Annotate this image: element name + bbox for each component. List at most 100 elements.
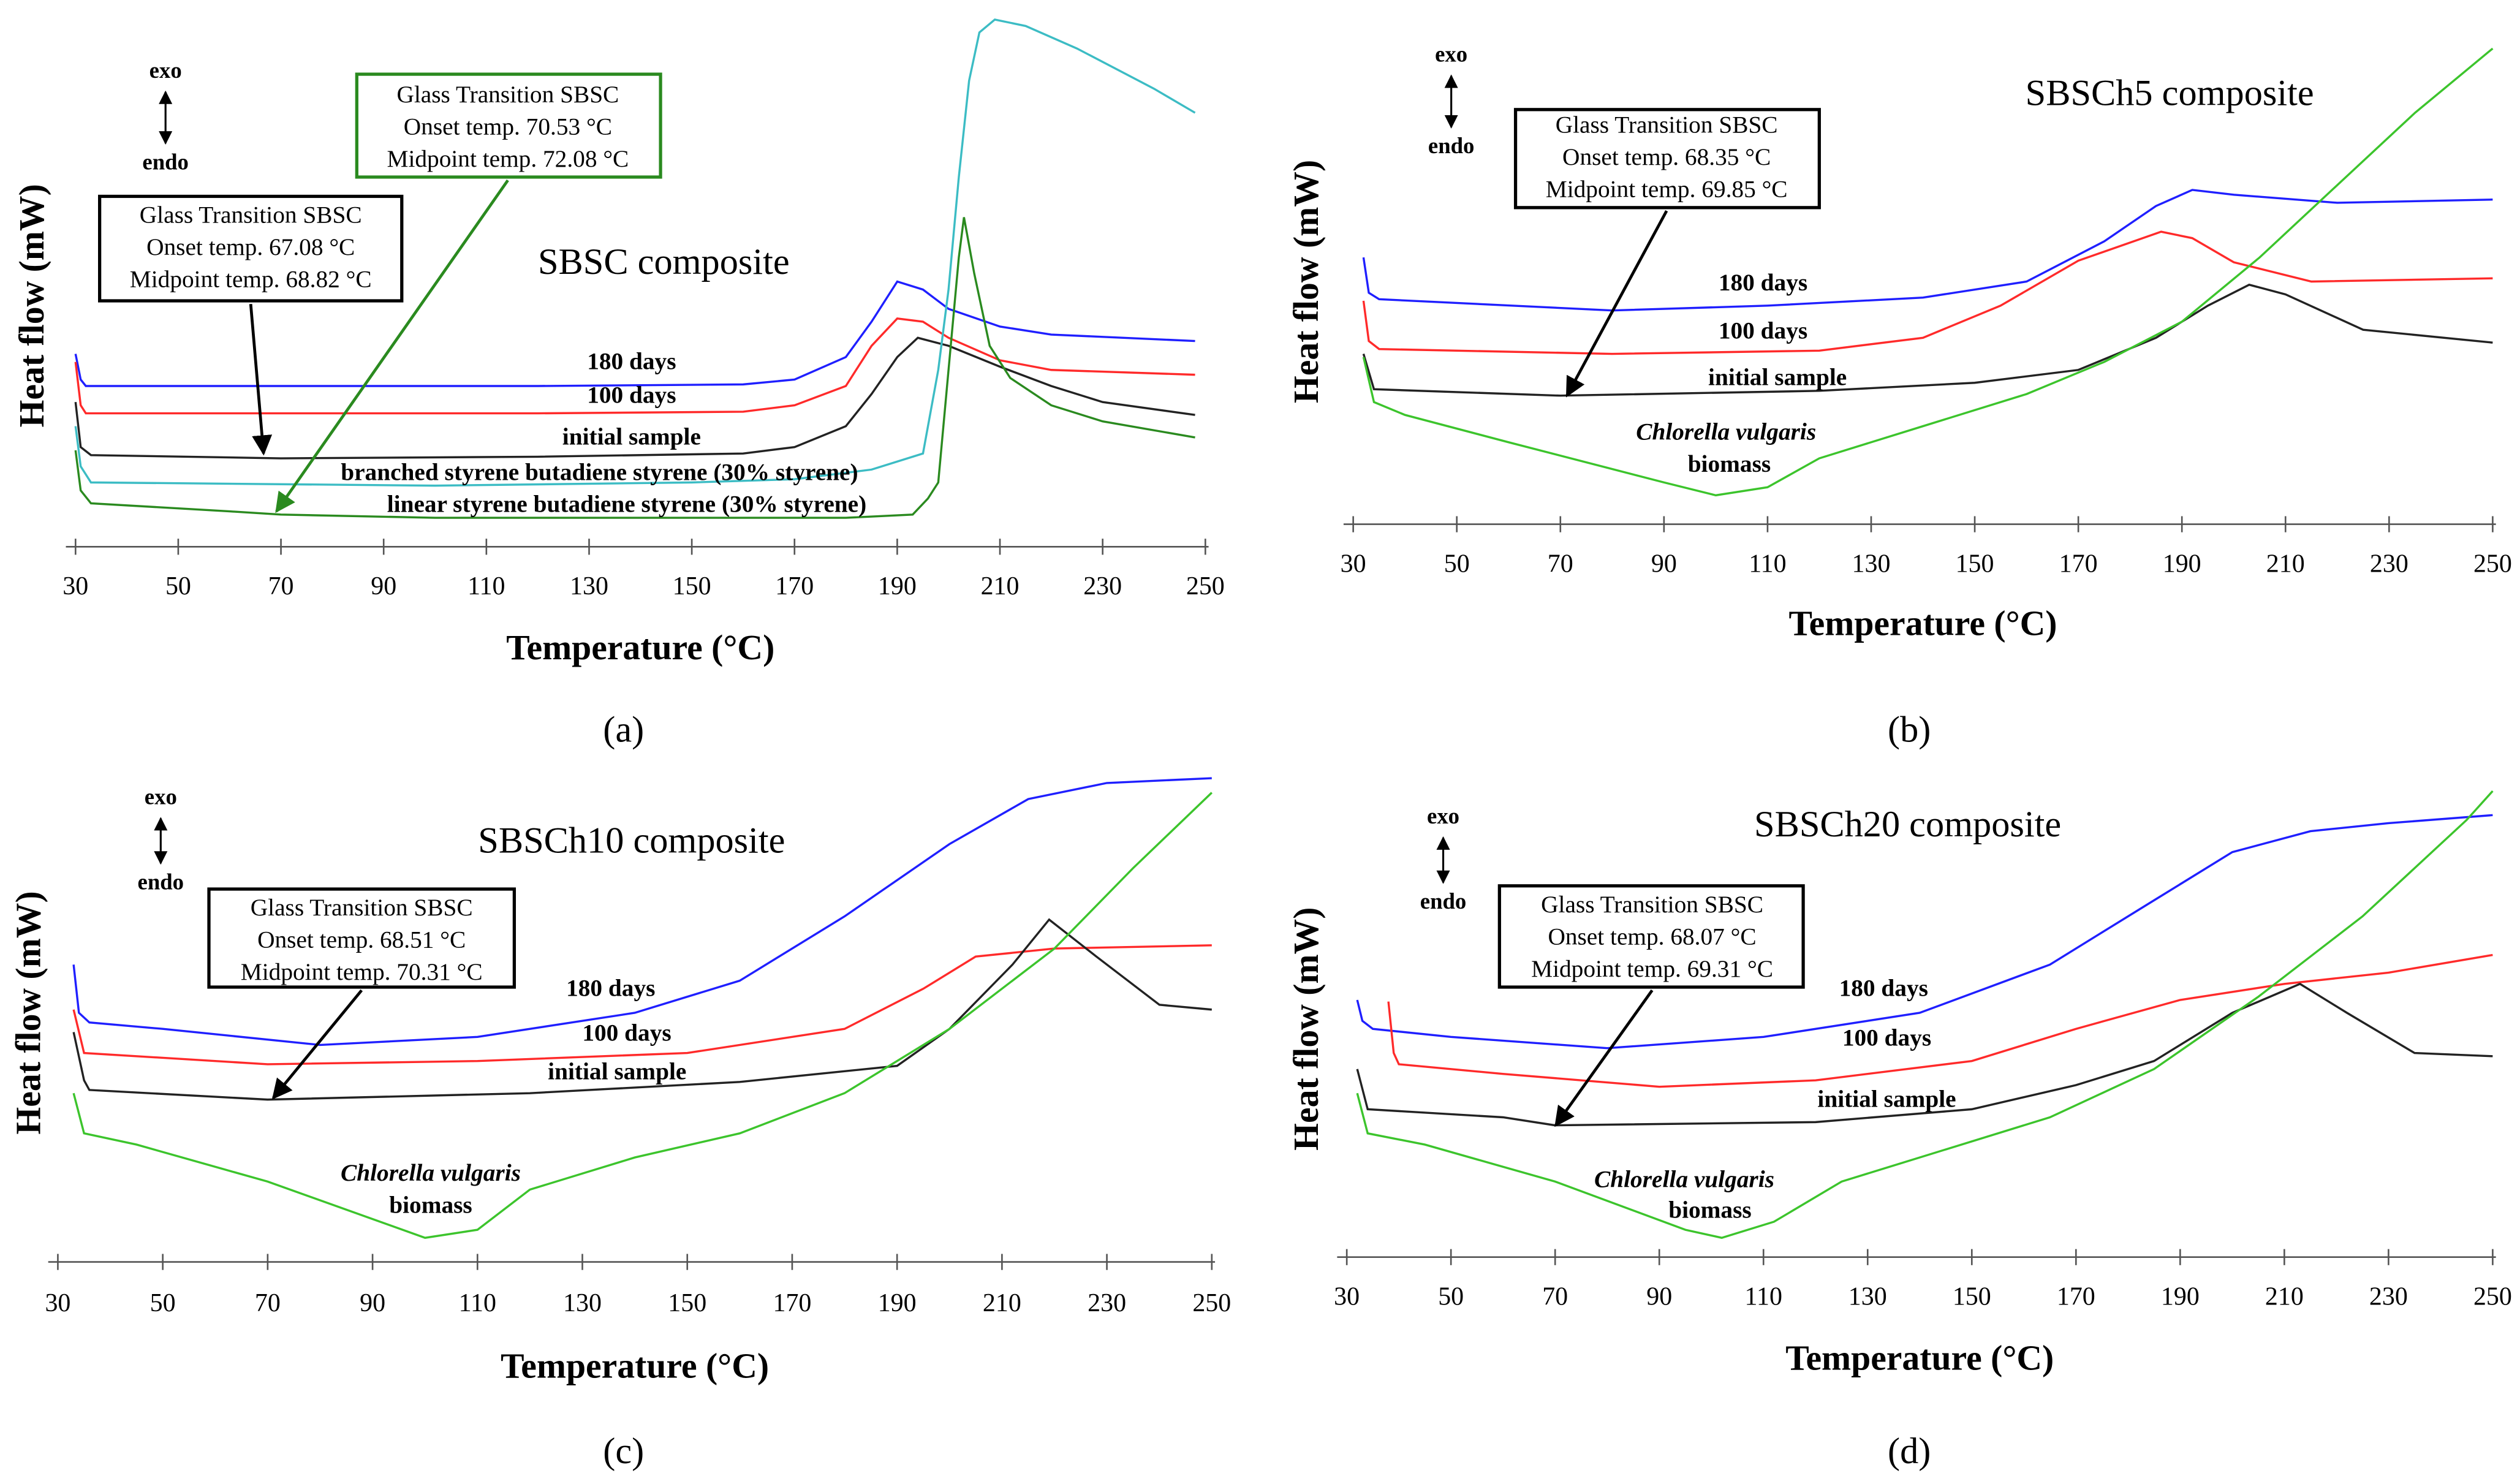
series-line [74,280,1195,387]
x-tick-label: 70 [1548,550,1573,578]
x-tick-label: 70 [268,572,294,600]
x-tick-label: 170 [773,1289,811,1317]
x-tick-label: 30 [62,572,88,600]
chart-title: SBSCh20 composite [1754,804,2061,845]
annotation-text: Glass Transition SBSC [251,894,473,921]
annotation-text: Onset temp. 68.35 °C [1562,143,1771,170]
series-label: biomass [1668,1196,1752,1223]
series-line [1362,47,2494,497]
series-label: 180 days [587,347,676,374]
annotation-text: Onset temp. 67.08 °C [146,233,355,260]
annotation-box [1513,108,1821,210]
series-line [74,217,1195,519]
series-label: Chlorella vulgaris [341,1159,521,1186]
y-axis-title: Heat flow (mW) [13,184,51,427]
series-label: 100 days [587,381,676,408]
x-tick-label: 170 [2059,550,2098,578]
annotation-text: Glass Transition SBSC [1541,891,1763,918]
x-tick-label: 70 [1542,1283,1568,1311]
x-tick-label: 230 [1088,1289,1126,1317]
series-line [1356,790,2494,1239]
x-tick-label: 170 [775,572,814,600]
x-tick-label: 90 [1651,550,1677,578]
y-axis-title: Heat flow (mW) [10,891,48,1134]
series-line [1356,982,2493,1127]
annotation-text: Midpoint temp. 72.08 °C [387,145,629,172]
series-label: Chlorella vulgaris [1594,1165,1774,1192]
panel-label: (b) [1888,709,1931,750]
annotation-text: Glass Transition SBSC [396,81,619,108]
x-tick-label: 150 [1953,1283,1991,1311]
exo-label: exo [1427,803,1459,828]
series-label: Chlorella vulgaris [1636,418,1816,445]
series-label: initial sample [1708,364,1847,391]
x-tick-label: 190 [878,1289,917,1317]
annotation-box [98,194,404,303]
x-tick-label: 150 [673,572,711,600]
panel-label: (c) [603,1431,644,1472]
series-label: 100 days [1842,1024,1931,1051]
x-tick-label: 30 [45,1289,70,1317]
panel-label: (a) [603,709,644,750]
x-tick-label: 30 [1341,550,1366,578]
x-tick-label: 110 [1749,550,1786,578]
series-label: initial sample [548,1058,686,1085]
annotation-text: Midpoint temp. 70.31 °C [241,958,483,985]
series-line [1362,189,2493,312]
chart-title: SBSC composite [538,241,790,282]
x-tick-label: 210 [983,1289,1021,1317]
x-tick-label: 50 [165,572,191,600]
chart-title: SBSCh5 composite [2026,73,2314,114]
x-tick-label: 90 [1646,1283,1672,1311]
series-label: initial sample [562,423,701,450]
annotation-text: Midpoint temp. 68.82 °C [130,266,372,293]
x-tick-label: 250 [1192,1289,1231,1317]
y-axis-title: Heat flow (mW) [1287,160,1326,403]
series-line [72,944,1212,1066]
annotation-text: Glass Transition SBSC [140,202,362,229]
x-tick-label: 250 [1186,572,1225,600]
x-tick-label: 130 [570,572,608,600]
series-label: biomass [389,1191,472,1218]
x-tick-label: 210 [2265,1283,2304,1311]
series-label: 180 days [566,974,655,1001]
x-tick-label: 110 [459,1289,496,1317]
series-line [72,792,1213,1239]
annotation-arrow [249,304,273,456]
panel-label: (d) [1888,1431,1931,1472]
x-tick-label: 30 [1334,1283,1360,1311]
x-tick-label: 250 [2473,1283,2512,1311]
annotation-arrow [271,989,363,1100]
x-tick-label: 250 [2473,550,2512,578]
x-tick-label: 50 [1444,550,1470,578]
series-line [1362,283,2493,397]
x-tick-label: 70 [255,1289,281,1317]
series-line [72,777,1212,1047]
annotation-arrow [1565,210,1668,398]
annotation-text: Midpoint temp. 69.31 °C [1531,955,1773,982]
x-tick-label: 190 [878,572,917,600]
annotation-box [1497,884,1805,989]
x-tick-label: 130 [1848,1283,1887,1311]
x-tick-label: 230 [1083,572,1122,600]
endo-label: endo [1428,133,1475,158]
x-axis-title: Temperature (°C) [1789,605,2057,643]
x-tick-label: 210 [981,572,1020,600]
series-line [1362,230,2493,355]
annotation-box [207,887,516,989]
x-tick-label: 90 [371,572,396,600]
annotation-arrow [1554,989,1654,1127]
series-label: biomass [1688,450,1771,477]
exo-label: exo [149,58,182,83]
series-line [1387,953,2493,1088]
series-line [74,336,1195,460]
exo-label: exo [1435,42,1467,67]
annotation-text: Onset temp. 68.51 °C [257,926,466,953]
x-tick-label: 90 [360,1289,385,1317]
series-line [1356,814,2493,1050]
series-line [74,317,1195,415]
exo-label: exo [145,784,177,809]
x-tick-label: 230 [2369,1283,2408,1311]
x-tick-label: 230 [2370,550,2408,578]
